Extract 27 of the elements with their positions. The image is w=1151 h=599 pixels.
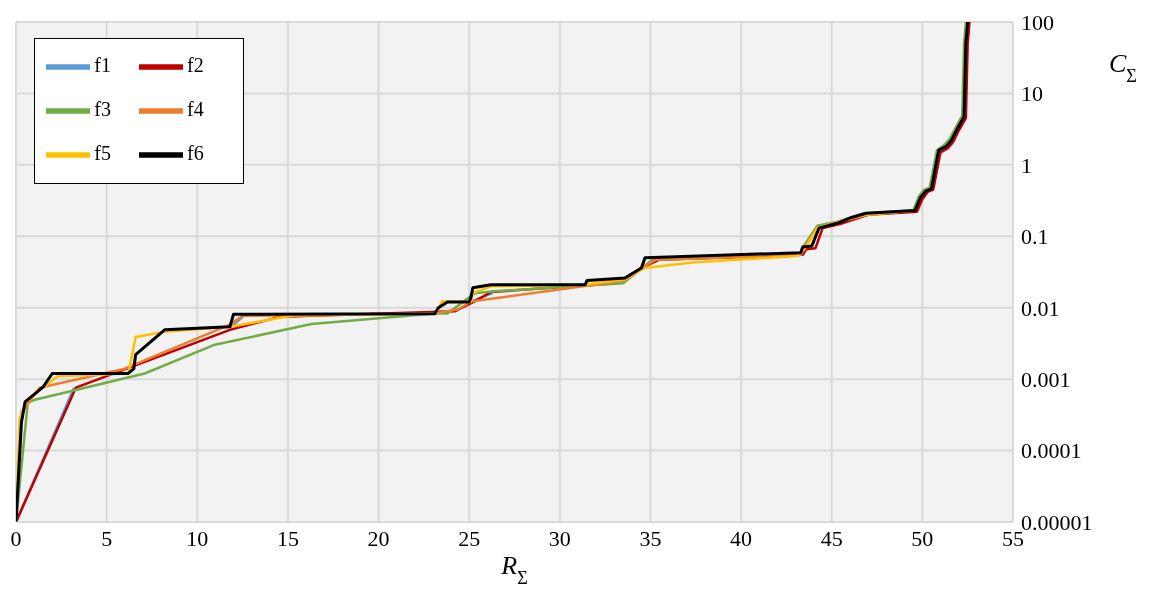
y-axis-title: C$_{Σ}$ xyxy=(1109,49,1137,86)
x-tick-label: 10 xyxy=(186,525,209,551)
x-tick-label: 0 xyxy=(10,525,22,551)
y-tick-label: 100 xyxy=(1021,9,1054,35)
y-tick-label: 0.001 xyxy=(1021,366,1071,392)
y-tick-label: 10 xyxy=(1021,81,1043,107)
y-tick-label: 0.01 xyxy=(1021,295,1060,321)
x-tick-label: 50 xyxy=(911,525,934,551)
x-tick-label: 5 xyxy=(101,525,113,551)
x-axis-title: R$_{Σ}$ xyxy=(500,551,528,588)
y-tick-label: 0.0001 xyxy=(1021,438,1082,464)
x-tick-label: 35 xyxy=(639,525,662,551)
x-tick-label: 45 xyxy=(820,525,843,551)
legend-label: f2 xyxy=(187,53,204,76)
y-tick-label: 0.1 xyxy=(1021,224,1049,250)
legend-label: f6 xyxy=(187,141,204,164)
legend-label: f4 xyxy=(187,97,204,120)
y-tick-label: 1 xyxy=(1021,152,1032,178)
x-tick-label: 15 xyxy=(276,525,299,551)
legend-label: f3 xyxy=(94,97,111,120)
y-tick-label: 0.00001 xyxy=(1021,509,1093,535)
x-tick-label: 40 xyxy=(730,525,753,551)
legend-label: f5 xyxy=(94,141,111,164)
legend-label: f1 xyxy=(94,53,111,76)
x-tick-label: 30 xyxy=(548,525,571,551)
x-tick-label: 25 xyxy=(458,525,481,551)
x-tick-label: 20 xyxy=(367,525,390,551)
